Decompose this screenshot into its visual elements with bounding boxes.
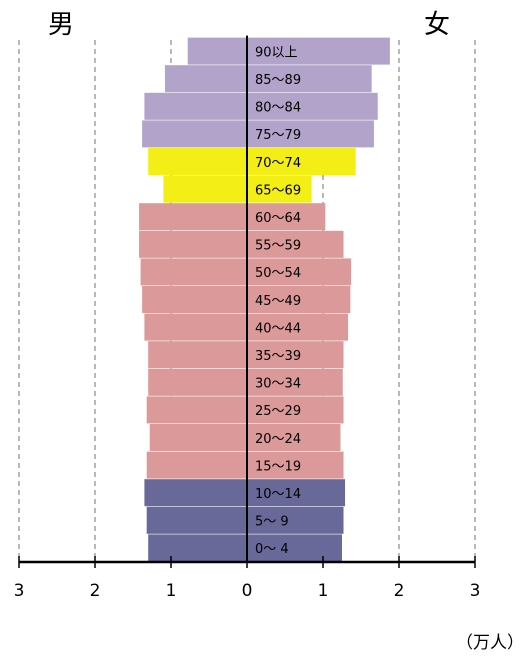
male-bar bbox=[163, 175, 247, 203]
age-label: 55～59 bbox=[255, 239, 301, 254]
age-label: 70～74 bbox=[255, 156, 301, 171]
male-bar bbox=[139, 203, 247, 231]
male-bar bbox=[148, 341, 247, 369]
female-bar bbox=[247, 65, 372, 93]
age-label: 90以上 bbox=[255, 45, 298, 60]
male-bar bbox=[142, 120, 247, 148]
age-label: 0～ 4 bbox=[255, 542, 289, 557]
x-tick-label: 3 bbox=[470, 581, 481, 601]
x-tick-label: 3 bbox=[14, 581, 25, 601]
male-bar bbox=[144, 479, 247, 507]
female-bar bbox=[247, 534, 342, 562]
age-label: 65～69 bbox=[255, 183, 301, 198]
female-label: 女 bbox=[424, 10, 451, 40]
male-bar bbox=[142, 286, 247, 313]
x-tick-label: 1 bbox=[166, 581, 177, 601]
female-bar bbox=[247, 92, 378, 120]
age-label: 75～79 bbox=[255, 128, 301, 143]
age-label: 20～24 bbox=[255, 432, 301, 447]
female-bar bbox=[247, 258, 352, 286]
x-tick-label: 2 bbox=[90, 581, 101, 601]
male-bar bbox=[148, 368, 247, 396]
age-label: 35～39 bbox=[255, 349, 301, 364]
x-tick-label: 2 bbox=[394, 581, 405, 601]
age-label: 15～19 bbox=[255, 459, 301, 474]
male-bar bbox=[146, 506, 247, 534]
female-bar bbox=[247, 313, 349, 341]
male-bar bbox=[139, 230, 247, 258]
female-bar bbox=[247, 120, 374, 148]
age-label: 5～ 9 bbox=[255, 515, 289, 530]
male-bar bbox=[144, 313, 247, 341]
age-label: 40～44 bbox=[255, 321, 301, 336]
male-bar bbox=[146, 451, 247, 479]
female-bar bbox=[247, 230, 344, 258]
female-bar bbox=[247, 203, 326, 231]
age-label: 30～34 bbox=[255, 377, 301, 392]
male-label: 男 bbox=[48, 10, 75, 40]
age-label: 60～64 bbox=[255, 211, 301, 226]
female-bar bbox=[247, 424, 341, 451]
age-label: 45～49 bbox=[255, 294, 301, 309]
age-label: 50～54 bbox=[255, 266, 301, 281]
female-bar bbox=[247, 479, 346, 507]
male-bar bbox=[149, 424, 247, 451]
female-bar bbox=[247, 175, 312, 203]
age-label: 25～29 bbox=[255, 404, 301, 419]
female-bar bbox=[247, 148, 356, 175]
female-bar bbox=[247, 506, 344, 534]
x-tick-label: 0 bbox=[242, 581, 253, 601]
age-label: 80～84 bbox=[255, 101, 301, 116]
male-bar bbox=[140, 258, 247, 286]
age-label: 10～14 bbox=[255, 487, 301, 502]
male-bar bbox=[164, 65, 247, 93]
x-tick-label: 1 bbox=[318, 581, 329, 601]
unit-label: （万人） bbox=[456, 633, 524, 653]
female-bar bbox=[247, 286, 351, 313]
male-bar bbox=[187, 37, 247, 65]
female-bar bbox=[247, 341, 344, 369]
male-bar bbox=[144, 92, 247, 120]
female-bar bbox=[247, 396, 344, 424]
female-bar bbox=[247, 37, 390, 65]
male-bar bbox=[148, 148, 247, 175]
male-bar bbox=[148, 534, 247, 562]
female-bar bbox=[247, 451, 344, 479]
male-bar bbox=[146, 396, 247, 424]
age-label: 85～89 bbox=[255, 73, 301, 88]
female-bar bbox=[247, 368, 343, 396]
